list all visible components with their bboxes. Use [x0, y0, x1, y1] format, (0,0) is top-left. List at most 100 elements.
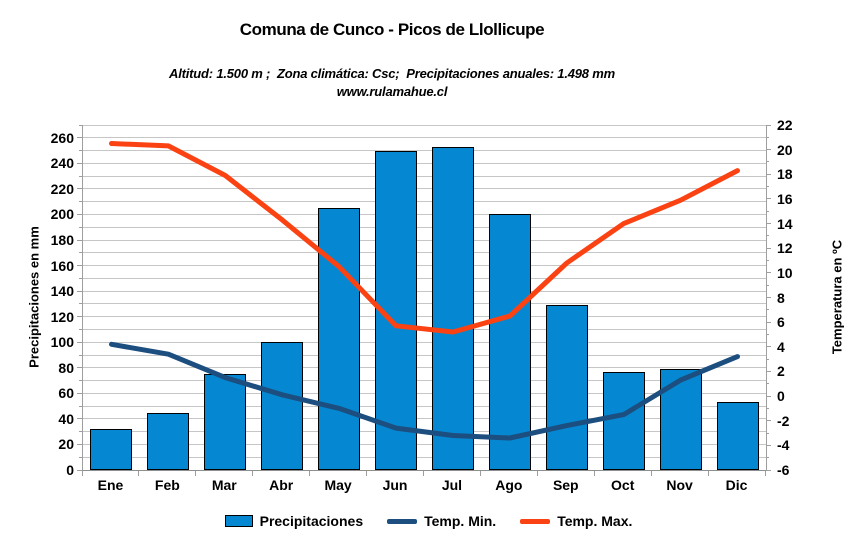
gridline	[83, 213, 766, 215]
month-label-Nov: Nov	[666, 477, 693, 493]
left-axis-tick	[77, 213, 82, 215]
month-label-May: May	[324, 477, 352, 493]
gridline	[83, 124, 766, 126]
left-axis-minor-tick	[79, 328, 82, 330]
right-axis-tick-label: 6	[777, 314, 785, 331]
right-axis-tick-label: 22	[777, 117, 793, 133]
right-axis-tick-label: 16	[777, 190, 793, 207]
left-axis-tick-label: 20	[58, 436, 74, 453]
right-axis-minor-tick	[766, 235, 769, 237]
left-axis-tick-label: 120	[50, 308, 74, 325]
gridline	[83, 150, 766, 152]
left-axis-tick	[77, 316, 82, 318]
right-axis-tick-label: 14	[777, 215, 793, 232]
right-axis-minor-tick	[766, 136, 769, 138]
x-axis-tick	[252, 471, 254, 476]
legend-label-temp-max: Temp. Max.	[557, 513, 633, 529]
legend-item-precipitaciones: Precipitaciones	[224, 513, 364, 529]
temp-max-line	[109, 141, 740, 335]
gridline	[83, 226, 766, 228]
month-label-Sep: Sep	[552, 477, 579, 493]
precip-bar-Jul	[431, 146, 474, 470]
month-label-Ago: Ago	[495, 477, 523, 493]
left-axis-minor-tick	[79, 303, 82, 305]
right-axis-minor-tick	[766, 284, 769, 286]
right-axis-tick	[766, 444, 771, 446]
left-axis-minor-tick	[79, 380, 82, 382]
left-axis-tick	[77, 239, 82, 241]
left-axis-tick-label: 260	[50, 129, 74, 146]
month-label-Jun: Jun	[382, 477, 408, 493]
right-axis-minor-tick	[766, 161, 769, 163]
right-axis-minor-tick	[766, 358, 769, 360]
month-label-Jul: Jul	[441, 477, 463, 493]
left-axis-tick	[77, 418, 82, 420]
month-label-Dic: Dic	[725, 477, 748, 493]
month-label-Feb: Feb	[154, 477, 180, 493]
gridline	[83, 188, 766, 190]
gridline	[83, 418, 766, 420]
left-axis-tick-label: 200	[50, 206, 74, 223]
left-axis-tick	[77, 290, 82, 292]
right-axis-minor-tick	[766, 210, 769, 212]
right-axis-tick	[766, 198, 771, 200]
x-axis-tick	[764, 471, 766, 476]
left-axis-minor-tick	[79, 150, 82, 152]
gridline	[83, 175, 766, 177]
left-axis-tick-label: 180	[50, 232, 74, 248]
x-axis-tick	[195, 471, 197, 476]
right-axis-tick	[766, 297, 771, 298]
legend-label-temp-min: Temp. Min.	[424, 513, 497, 529]
month-label-Abr: Abr	[269, 477, 294, 493]
x-axis-tick	[536, 471, 538, 476]
gridline	[83, 341, 766, 343]
legend-label-precipitaciones: Precipitaciones	[259, 513, 364, 529]
left-axis-minor-tick	[79, 175, 82, 177]
x-axis-tick	[366, 471, 368, 476]
left-axis-tick-label: 60	[58, 385, 74, 402]
right-axis-minor-tick	[766, 186, 769, 188]
x-axis-tick	[650, 471, 652, 476]
left-axis-tick	[77, 265, 82, 267]
left-axis-tick-label: 40	[58, 410, 74, 427]
gridline	[83, 290, 766, 292]
right-axis-tick	[766, 124, 771, 126]
precip-bar-Dic	[716, 402, 759, 470]
precip-bar-May	[318, 208, 361, 470]
left-axis-minor-tick	[79, 226, 82, 228]
gridline	[83, 137, 766, 139]
gridline	[83, 443, 766, 445]
temp-max-swatch	[520, 518, 551, 524]
gridline	[83, 367, 766, 369]
left-axis-tick	[77, 162, 82, 164]
right-axis-tick	[766, 395, 771, 397]
left-axis-tick	[77, 443, 82, 445]
right-axis-tick-label: 0	[777, 388, 785, 405]
left-axis-minor-tick	[79, 354, 82, 356]
left-axis-tick-label: 0	[66, 462, 74, 478]
gridline	[83, 392, 766, 394]
x-axis-tick	[707, 471, 709, 476]
x-axis-tick	[423, 471, 424, 476]
gridline	[83, 162, 766, 164]
gridline	[83, 201, 766, 203]
right-axis-tick-label: 18	[777, 166, 793, 183]
left-axis-minor-tick	[79, 405, 82, 407]
right-axis-tick-label: 2	[777, 363, 785, 380]
left-axis-tick-label: 240	[50, 155, 74, 172]
x-axis-tick	[593, 471, 595, 476]
x-axis-tick	[479, 471, 481, 476]
left-axis-tick-label: 80	[58, 359, 74, 376]
right-axis-minor-tick	[766, 383, 769, 385]
left-axis-minor-tick	[79, 456, 82, 458]
month-label-Mar: Mar	[211, 477, 237, 493]
right-axis-tick-label: -6	[777, 462, 790, 478]
left-axis-tick-label: 100	[50, 334, 74, 351]
precip-bar-Feb	[147, 412, 190, 470]
month-label-Ene: Ene	[97, 477, 124, 493]
right-axis-tick-label: 10	[777, 264, 793, 281]
legend-item-temp-min: Temp. Min.	[387, 513, 496, 529]
left-axis-tick	[77, 469, 82, 471]
left-axis-tick	[77, 188, 82, 190]
temp-min-line	[109, 341, 740, 441]
